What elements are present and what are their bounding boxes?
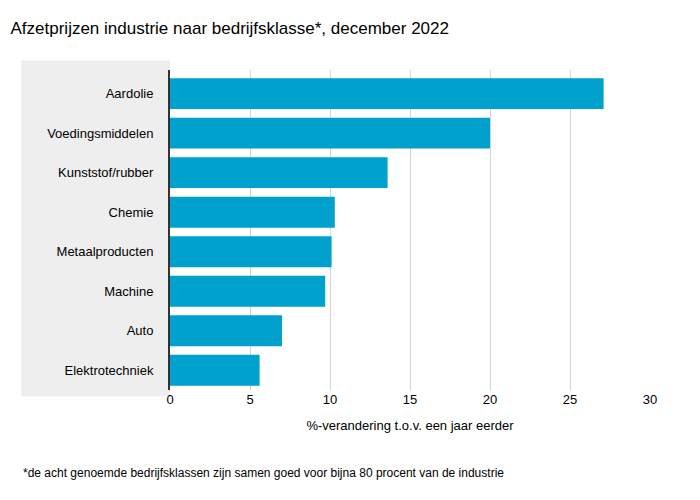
svg-text:5: 5 <box>246 392 253 407</box>
svg-text:Metaalproducten: Metaalproducten <box>57 244 154 259</box>
svg-text:Voedingsmiddelen: Voedingsmiddelen <box>47 126 153 141</box>
svg-text:Aardolie: Aardolie <box>106 86 154 101</box>
svg-text:0: 0 <box>166 392 173 407</box>
svg-text:*de acht genoemde bedrijfsklas: *de acht genoemde bedrijfsklassen zijn s… <box>23 466 504 480</box>
svg-text:20: 20 <box>483 392 497 407</box>
svg-text:Kunststof/rubber: Kunststof/rubber <box>58 165 154 180</box>
svg-text:Machine: Machine <box>104 284 153 299</box>
svg-text:%-verandering t.o.v. een jaar: %-verandering t.o.v. een jaar eerder <box>306 418 514 433</box>
svg-text:Elektrotechniek: Elektrotechniek <box>65 363 154 378</box>
svg-text:Auto: Auto <box>127 323 154 338</box>
svg-text:Afzetprijzen industrie naar be: Afzetprijzen industrie naar bedrijfsklas… <box>11 19 449 38</box>
svg-text:30: 30 <box>643 392 657 407</box>
svg-text:10: 10 <box>323 392 337 407</box>
svg-text:25: 25 <box>563 392 577 407</box>
svg-text:15: 15 <box>403 392 417 407</box>
svg-text:Chemie: Chemie <box>109 205 154 220</box>
